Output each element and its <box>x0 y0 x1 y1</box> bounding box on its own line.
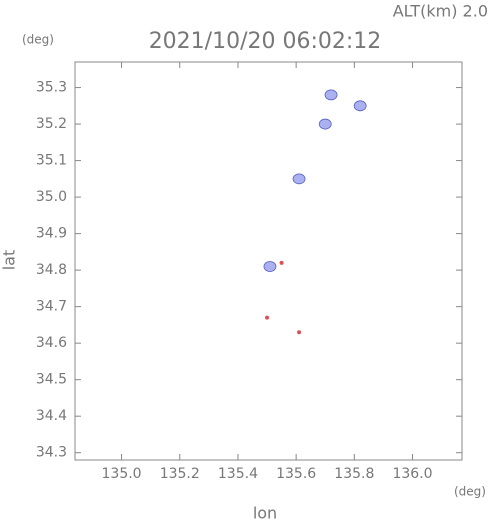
y-tick-label: 34.9 <box>36 226 67 242</box>
echo-point <box>263 261 277 272</box>
y-tick-label: 34.4 <box>36 408 67 424</box>
chart-title: 2021/10/20 06:02:12 <box>149 29 382 54</box>
echo-point <box>353 100 367 112</box>
x-axis-label: lon <box>253 504 277 521</box>
y-tick-label: 35.0 <box>36 189 67 205</box>
y-tick-label: 34.5 <box>36 372 67 388</box>
x-tick-label: 135.6 <box>276 466 316 482</box>
chart-subtitle: ALT(km) 2.0 <box>393 2 488 21</box>
y-tick-label: 35.1 <box>36 153 67 169</box>
y-tick-label: 34.6 <box>36 335 67 351</box>
y-tick-label: 34.8 <box>36 262 67 278</box>
x-unit: (deg) <box>454 485 486 499</box>
x-tick-label: 135.2 <box>160 466 200 482</box>
x-tick-label: 135.4 <box>218 466 258 482</box>
echo-point <box>318 118 332 130</box>
x-tick-label: 135.8 <box>334 466 374 482</box>
y-tick-label: 35.3 <box>36 80 67 96</box>
x-tick-label: 135.0 <box>102 466 142 482</box>
echo-point <box>297 330 302 335</box>
y-tick-label: 35.2 <box>36 116 67 132</box>
echo-point <box>265 315 270 320</box>
y-axis-label: lat <box>0 250 19 271</box>
echo-point <box>292 173 306 185</box>
echo-point <box>324 89 338 101</box>
echo-point <box>279 260 284 265</box>
y-tick-label: 34.7 <box>36 299 67 315</box>
y-tick-label: 34.3 <box>36 445 67 461</box>
plot-frame <box>74 61 463 461</box>
y-unit: (deg) <box>22 33 54 47</box>
x-tick-label: 136.0 <box>392 466 432 482</box>
